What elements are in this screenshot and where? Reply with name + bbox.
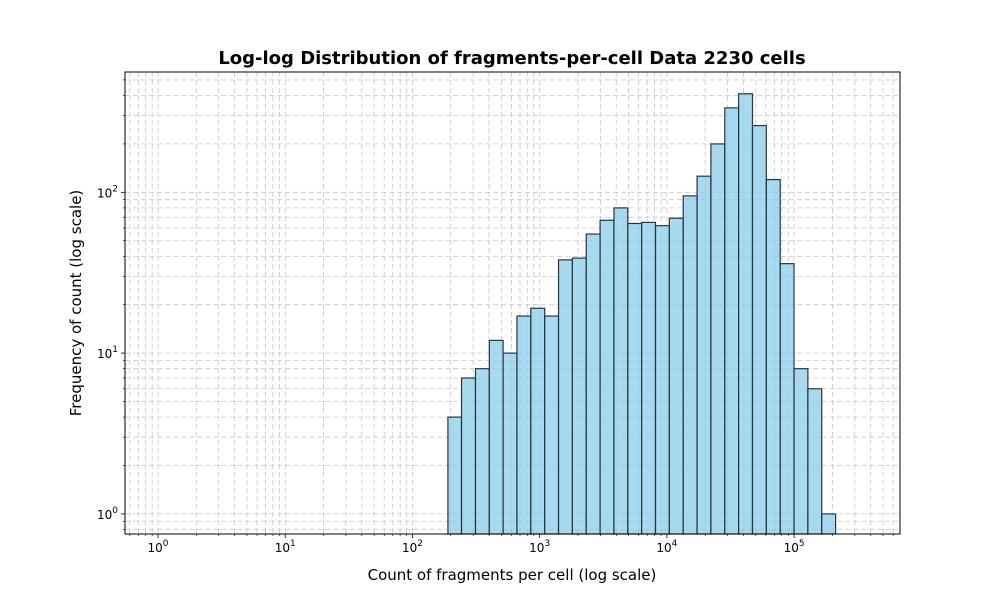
histogram-bar [571,257,587,535]
histogram-bar [696,175,712,535]
y-tick-label: 100 [97,506,118,522]
histogram-bar [821,513,837,535]
histogram-bar [724,107,740,535]
x-axis-label: Count of fragments per cell (log scale) [368,566,657,584]
x-tick-label: 105 [784,539,805,555]
histogram-bar [474,368,490,535]
histogram-bar [488,339,504,535]
x-tick-label: 103 [529,539,550,555]
histogram-bar [613,207,629,535]
chart-title: Log-log Distribution of fragments-per-ce… [218,48,805,69]
histogram-bar [807,388,823,535]
plot-frame [124,71,901,535]
x-tick-label: 100 [148,539,169,555]
histogram-bars [447,93,837,535]
histogram-bar [765,178,781,535]
histogram-bar [751,124,767,535]
y-tick-label: 102 [97,184,118,200]
y-axis-ticks: 100 101 102 [97,79,125,530]
x-axis-ticks: 100 101 102 103 104 105 [129,534,894,555]
x-tick-label: 102 [402,539,423,555]
x-tick-label: 101 [275,539,296,555]
histogram-bar [544,315,560,535]
histogram-bar [779,263,795,535]
histogram-bar [627,222,643,535]
histogram-bar [502,352,518,535]
histogram-bar [585,233,601,535]
histogram-bar [516,315,532,535]
histogram-bar [447,416,463,535]
y-tick-label: 101 [97,345,118,361]
histogram-bar [599,219,615,535]
histogram-bar [793,368,809,535]
histogram-bar [641,221,657,535]
histogram-bar [460,377,477,535]
y-axis-label: Frequency of count (log scale) [67,190,85,417]
x-tick-label: 104 [656,539,677,555]
histogram-bar [710,143,726,535]
histogram-bar [682,195,698,535]
histogram-bar [654,225,670,535]
histogram-bar [557,259,573,535]
histogram-bar [530,307,546,535]
histogram-bar [738,93,754,535]
histogram-bar [668,217,684,535]
